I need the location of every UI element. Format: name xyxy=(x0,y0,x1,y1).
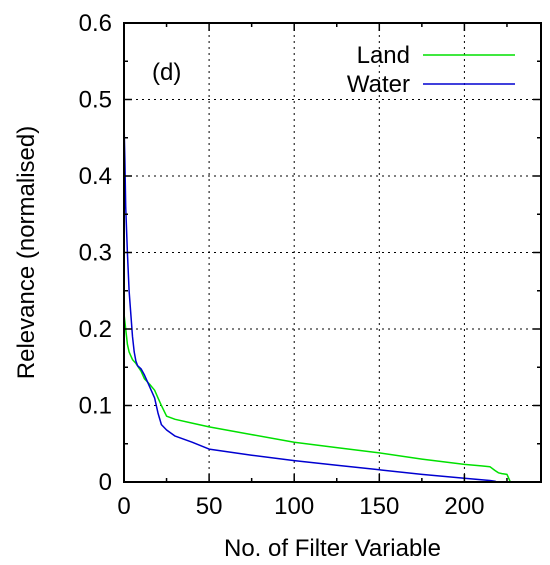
y-axis-label: Relevance (normalised) xyxy=(13,126,40,379)
series-line-land xyxy=(123,313,512,483)
series-layer xyxy=(123,122,512,483)
y-tick-label: 0 xyxy=(99,469,112,496)
legend-label-water: Water xyxy=(347,71,410,98)
x-tick-label: 0 xyxy=(117,493,130,520)
y-tick-label: 0.5 xyxy=(79,87,112,114)
panel-annotation: (d) xyxy=(152,59,181,86)
y-tick-label: 0.2 xyxy=(79,316,112,343)
legend-label-land: Land xyxy=(357,42,410,69)
x-tick-label: 150 xyxy=(359,493,399,520)
legend: Land Water xyxy=(347,42,515,98)
grid-lines xyxy=(124,23,541,482)
series-line-water xyxy=(123,122,498,483)
y-tick-label: 0.6 xyxy=(79,10,112,37)
x-tick-label: 100 xyxy=(274,493,314,520)
x-tick-label: 50 xyxy=(196,493,223,520)
y-tick-label: 0.1 xyxy=(79,393,112,420)
tick-layer: 0 0.1 0.2 0.3 0.4 0.5 0.6 0 50 100 150 200 xyxy=(79,10,541,520)
x-axis-label: No. of Filter Variable xyxy=(224,535,441,562)
y-tick-label: 0.4 xyxy=(79,163,112,190)
x-tick-label: 200 xyxy=(444,493,484,520)
y-tick-label: 0.3 xyxy=(79,240,112,267)
